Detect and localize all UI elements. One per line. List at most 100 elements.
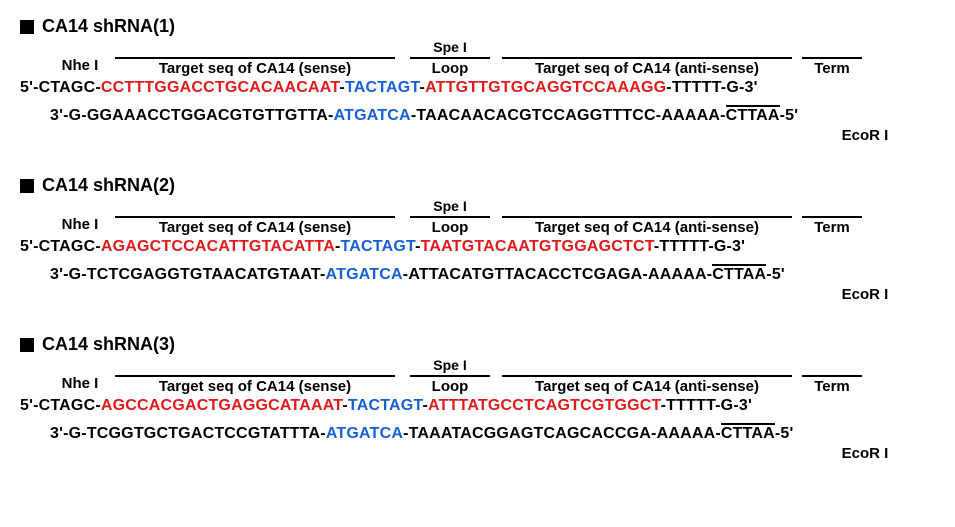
shrna-block: CA14 shRNA(1) Spe I Nhe I Target seq of CA1… (20, 16, 935, 147)
seq-segment: TTTTT (666, 397, 715, 414)
anno-spe: Spe I (410, 39, 490, 55)
seq-segment: AAAAA (657, 425, 716, 442)
anno-label: Term (802, 216, 862, 236)
seq-segment: TAAATACGGAGTCAGCACCGA (409, 425, 651, 442)
seq-segment: ATTTATGCCTCAGTCGTGGCT (428, 397, 661, 414)
anno-label: Nhe I (62, 57, 99, 74)
seq-segment: ATTACATGTTACACCTCGAGA (408, 266, 642, 283)
seq-segment: TAACAACACGTCCAGGTTTCC (416, 107, 655, 124)
anno-label: Term (802, 375, 862, 395)
annotation-row-upper: Spe I (20, 198, 935, 216)
anno-ecor: EcoR I (830, 127, 900, 144)
seq-segment: AAAAA (648, 266, 707, 283)
seq-segment: 5'- (20, 79, 39, 96)
block-title: CA14 shRNA(3) (42, 334, 175, 355)
seq-segment: CTAGC (39, 79, 96, 96)
title-square-icon (20, 338, 34, 352)
forward-sequence: 5'-CTAGC-AGAGCTCCACATTGTACATTA-TACTAGT-T… (20, 238, 935, 256)
anno-label: Target seq of CA14 (anti-sense) (502, 57, 792, 77)
seq-segment: TACTAGT (348, 397, 423, 414)
annotation-row: Nhe I Target seq of CA14 (sense) Loop Targe… (20, 57, 935, 77)
block-title: CA14 shRNA(1) (42, 16, 175, 37)
seq-segment: -G-3' (715, 397, 752, 414)
seq-segment: CTAGC (39, 238, 96, 255)
seq-segment: -5' (780, 107, 799, 124)
anno-loop: Loop (410, 57, 490, 77)
anno-sense: Target seq of CA14 (sense) (115, 216, 395, 236)
seq-segment: 3'-G- (50, 107, 87, 124)
seq-segment: -G-3' (721, 79, 758, 96)
reverse-sequence: 3'-G-GGAAACCTGGACGTGTTGTTA-ATGATCA-TAACA… (20, 105, 935, 125)
title-square-icon (20, 20, 34, 34)
anno-label: Target seq of CA14 (sense) (115, 57, 395, 77)
anno-antisense: Target seq of CA14 (anti-sense) (502, 375, 792, 395)
seq-segment-ecor: CTTAA (726, 105, 780, 125)
anno-term: Term (802, 57, 862, 77)
seq-segment: TTTTT (659, 238, 708, 255)
annotation-row: Nhe I Target seq of CA14 (sense) Loop Targe… (20, 375, 935, 395)
seq-segment-ecor: CTTAA (721, 423, 775, 443)
seq-segment: ATGATCA (334, 107, 411, 124)
seq-segment: AGAGCTCCACATTGTACATTA (101, 238, 335, 255)
seq-segment: AGCCACGACTGAGGCATAAAT (101, 397, 343, 414)
anno-nhe: Nhe I (50, 375, 110, 392)
annotation-row-lower: EcoR I (20, 127, 935, 147)
anno-sense: Target seq of CA14 (sense) (115, 375, 395, 395)
annotation-row-upper: Spe I (20, 39, 935, 57)
block-title-row: CA14 shRNA(2) (20, 175, 935, 196)
seq-segment: TCTCGAGGTGTAACATGTAAT (87, 266, 320, 283)
seq-segment: TCGGTGCTGACTCCGTATTTA (87, 425, 321, 442)
anno-loop: Loop (410, 375, 490, 395)
anno-label: Term (802, 57, 862, 77)
seq-segment: -G-3' (708, 238, 745, 255)
anno-spe: Spe I (410, 357, 490, 373)
shrna-block: CA14 shRNA(3) Spe I Nhe I Target seq of CA1… (20, 334, 935, 465)
anno-term: Term (802, 375, 862, 395)
shrna-block: CA14 shRNA(2) Spe I Nhe I Target seq of CA1… (20, 175, 935, 306)
anno-label: Target seq of CA14 (anti-sense) (502, 375, 792, 395)
seq-segment: 3'-G- (50, 266, 87, 283)
seq-segment: TTTTT (672, 79, 721, 96)
anno-spe: Spe I (410, 198, 490, 214)
seq-segment: AAAAA (661, 107, 720, 124)
seq-segment: ATGATCA (326, 266, 403, 283)
seq-segment: 3'-G- (50, 425, 87, 442)
seq-segment: TACTAGT (341, 238, 416, 255)
anno-label: Loop (410, 375, 490, 395)
seq-segment: -5' (766, 266, 785, 283)
anno-antisense: Target seq of CA14 (anti-sense) (502, 216, 792, 236)
reverse-sequence: 3'-G-TCGGTGCTGACTCCGTATTTA-ATGATCA-TAAAT… (20, 423, 935, 443)
annotation-row: Nhe I Target seq of CA14 (sense) Loop Targe… (20, 216, 935, 236)
annotation-row-upper: Spe I (20, 357, 935, 375)
seq-segment: 5'- (20, 397, 39, 414)
seq-segment: CTAGC (39, 397, 96, 414)
sequence-diagram-root: CA14 shRNA(1) Spe I Nhe I Target seq of CA1… (20, 16, 935, 465)
seq-segment: ATGATCA (326, 425, 403, 442)
reverse-sequence: 3'-G-TCTCGAGGTGTAACATGTAAT-ATGATCA-ATTAC… (20, 264, 935, 284)
anno-sense: Target seq of CA14 (sense) (115, 57, 395, 77)
annotation-row-lower: EcoR I (20, 445, 935, 465)
anno-label: Target seq of CA14 (anti-sense) (502, 216, 792, 236)
seq-segment: GGAAACCTGGACGTGTTGTTA (87, 107, 328, 124)
seq-segment: TACTAGT (345, 79, 420, 96)
anno-label: Nhe I (62, 216, 99, 233)
annotation-row-lower: EcoR I (20, 286, 935, 306)
forward-sequence: 5'-CTAGC-AGCCACGACTGAGGCATAAAT-TACTAGT-A… (20, 397, 935, 415)
anno-term: Term (802, 216, 862, 236)
anno-label: Target seq of CA14 (sense) (115, 375, 395, 395)
seq-segment-ecor: CTTAA (712, 264, 766, 284)
anno-label: Nhe I (62, 375, 99, 392)
anno-ecor: EcoR I (830, 286, 900, 303)
seq-segment: 5'- (20, 238, 39, 255)
block-title: CA14 shRNA(2) (42, 175, 175, 196)
seq-segment: ATTGTTGTGCAGGTCCAAAGG (425, 79, 666, 96)
anno-nhe: Nhe I (50, 57, 110, 74)
anno-antisense: Target seq of CA14 (anti-sense) (502, 57, 792, 77)
anno-label: Loop (410, 216, 490, 236)
anno-ecor: EcoR I (830, 445, 900, 462)
block-title-row: CA14 shRNA(3) (20, 334, 935, 355)
anno-label: Loop (410, 57, 490, 77)
seq-segment: TAATGTACAATGTGGAGCTCT (421, 238, 654, 255)
title-square-icon (20, 179, 34, 193)
anno-loop: Loop (410, 216, 490, 236)
